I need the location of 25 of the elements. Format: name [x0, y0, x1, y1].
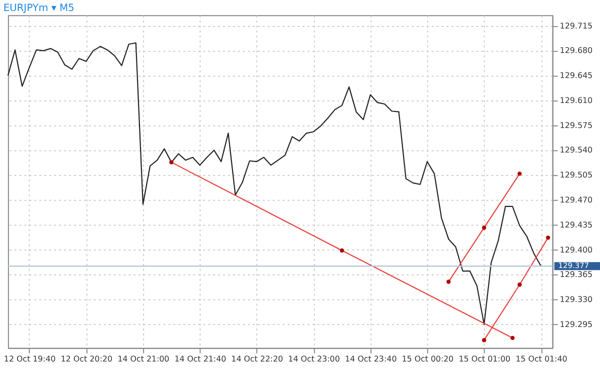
y-tick-label: 129.365 [560, 270, 593, 280]
y-tick-label: 129.400 [560, 245, 593, 254]
y-tick-label: 129.575 [560, 120, 593, 130]
x-tick-label: 15 Oct 01:00 [458, 354, 510, 364]
y-tick-label: 129.505 [560, 170, 593, 180]
x-tick-label: 14 Oct 21:00 [118, 354, 170, 364]
y-tick-label: 129.435 [560, 220, 593, 230]
x-tick-label: 14 Oct 23:40 [345, 354, 397, 364]
y-tick-label: 129.470 [560, 195, 593, 204]
y-tick-label: 129.610 [560, 96, 593, 105]
x-tick-label: 12 Oct 19:40 [4, 354, 56, 364]
y-tick-label: 129.540 [560, 146, 593, 155]
line-series [7, 42, 542, 325]
y-tick-label: 129.330 [560, 295, 593, 304]
x-tick-label: 14 Oct 22:20 [231, 354, 284, 364]
x-tick-label: 14 Oct 21:40 [174, 354, 226, 364]
y-tick-label: 129.680 [560, 46, 593, 56]
chart-title: EURJPYm ▾ M5 [3, 3, 74, 14]
y-tick-label: 129.715 [560, 21, 593, 30]
x-tick-label: 12 Oct 20:20 [60, 354, 112, 364]
y-tick-label: 129.645 [560, 71, 593, 80]
x-tick-label: 15 Oct 00:20 [402, 354, 454, 364]
x-tick-label: 15 Oct 01:40 [516, 354, 568, 364]
x-tick-label: 14 Oct 23:00 [288, 354, 340, 364]
y-tick-label: 129.295 [560, 320, 593, 329]
